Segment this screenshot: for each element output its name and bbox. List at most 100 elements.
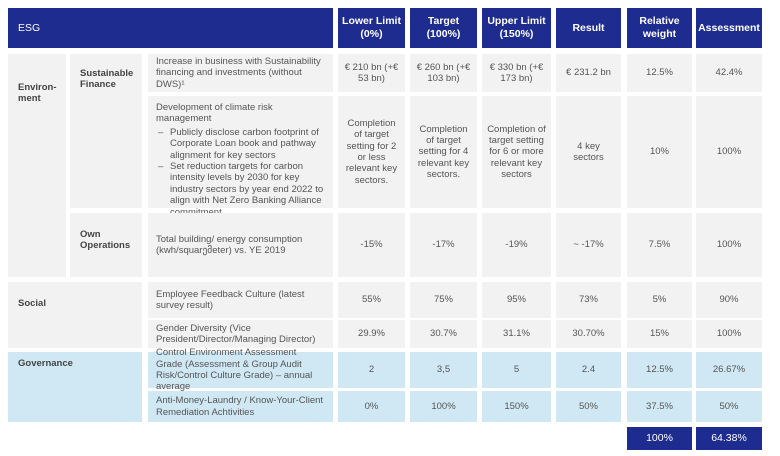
value-text: 100%: [716, 328, 742, 340]
value-text: 5: [513, 364, 520, 376]
value-text: 90%: [719, 294, 739, 306]
description: Development of climate risk managementPu…: [148, 96, 333, 218]
value: Completion of target setting for 6 or mo…: [482, 96, 551, 208]
total-weight-text: 100%: [646, 432, 673, 445]
value: 29.9%: [338, 320, 405, 348]
value-text: 95%: [506, 294, 526, 306]
value: 2: [338, 352, 405, 388]
value-text: -17%: [432, 239, 455, 251]
total-assessment: 64.38%: [696, 427, 762, 450]
description: Anti-Money-Laundry / Know-Your-Client Re…: [148, 391, 333, 422]
value: 50%: [556, 391, 621, 422]
header-title-text: ESG: [18, 21, 41, 34]
value: 30.7%: [410, 320, 477, 348]
value: -15%: [338, 213, 405, 277]
value-text: Completion of target setting for 2 or le…: [345, 117, 398, 186]
subcategory: Sustainable Finance: [70, 54, 142, 208]
value: 73%: [556, 282, 621, 318]
value: 100%: [410, 391, 477, 422]
value: 100%: [696, 96, 762, 208]
header-title: ESG: [8, 8, 333, 48]
value-text: 26.67%: [712, 364, 746, 376]
value: -17%: [410, 213, 477, 277]
value: 150%: [482, 391, 551, 422]
bullet: Publicly disclose carbon footprint of Co…: [156, 127, 325, 161]
value: 4 key sectors: [556, 96, 621, 208]
description: Employee Feedback Culture (latest survey…: [148, 282, 333, 318]
value: 100%: [696, 320, 762, 348]
value-text: -15%: [360, 239, 383, 251]
column-header: Target (100%): [410, 8, 477, 48]
total-weight: 100%: [627, 427, 692, 450]
description: Total building/ energy consumption (kwh/…: [148, 213, 333, 277]
description: Increase in business with Sustainability…: [148, 54, 333, 92]
value-text: 10%: [649, 146, 669, 158]
value: 15%: [627, 320, 692, 348]
description: Gender Diversity (Vice President/Directo…: [148, 320, 333, 348]
value-text: 50%: [719, 400, 739, 412]
value: € 330 bn (+€ 173 bn): [482, 54, 551, 92]
value: Completion of target setting for 2 or le…: [338, 96, 405, 208]
description-text: Total building/ energy consumption (kwh/…: [156, 233, 303, 256]
value-text: Completion of target setting for 6 or mo…: [487, 123, 546, 181]
value-text: 100%: [716, 146, 742, 158]
value-text: 55%: [361, 294, 381, 306]
value-text: 29.9%: [358, 328, 385, 340]
value-text: € 210 bn (+€ 53 bn): [344, 61, 399, 84]
value-text: 5%: [652, 294, 667, 306]
value-text: 31.1%: [503, 328, 530, 340]
value: € 260 bn (+€ 103 bn): [410, 54, 477, 92]
category: Social: [8, 282, 142, 348]
value-text: 0%: [364, 400, 379, 412]
value: 10%: [627, 96, 692, 208]
column-header-text: Result: [572, 21, 605, 34]
value-text: 100%: [431, 400, 456, 412]
value: 31.1%: [482, 320, 551, 348]
value: 55%: [338, 282, 405, 318]
category-text: Environ-ment: [18, 82, 57, 105]
column-header: Upper Limit (150%): [482, 8, 551, 48]
value: € 210 bn (+€ 53 bn): [338, 54, 405, 92]
value: 30.70%: [556, 320, 621, 348]
description-text: Employee Feedback Culture (latest survey…: [156, 288, 305, 311]
value: ~ -17%: [556, 213, 621, 277]
value: -19%: [482, 213, 551, 277]
value: 90%: [696, 282, 762, 318]
value: 5%: [627, 282, 692, 318]
value-text: Completion of target setting for 4 relev…: [417, 123, 470, 181]
value-text: € 330 bn (+€ 173 bn): [489, 61, 544, 84]
subcategory: Own Operations: [70, 213, 142, 277]
column-header: Relative weight: [627, 8, 692, 48]
value: 3,5: [410, 352, 477, 388]
category: Environ-ment: [8, 54, 66, 277]
value: 95%: [482, 282, 551, 318]
column-header-text: Assessment: [698, 21, 760, 34]
value-text: 50%: [578, 400, 598, 412]
value: 26.67%: [696, 352, 762, 388]
column-header: Assessment: [696, 8, 762, 48]
value: 42.4%: [696, 54, 762, 92]
value-text: 42.4%: [715, 67, 743, 79]
value-text: 75%: [433, 294, 453, 306]
value-text: 2: [368, 364, 375, 376]
value-text: 7.5%: [648, 239, 671, 251]
description-text: Anti-Money-Laundry / Know-Your-Client Re…: [156, 395, 324, 418]
subcategory-text: Own Operations: [80, 229, 131, 252]
value: € 231.2 bn: [556, 54, 621, 92]
category-text: Social: [18, 298, 46, 309]
category-text: Governance: [18, 358, 73, 369]
value-text: 37.5%: [646, 400, 673, 412]
value-text: 30.70%: [572, 328, 605, 340]
column-header-text: Lower Limit (0%): [342, 15, 401, 40]
value: 12.5%: [627, 54, 692, 92]
column-header: Result: [556, 8, 621, 48]
value-text: 2.4: [581, 364, 596, 376]
value-text: 30.7%: [430, 328, 457, 340]
value: Completion of target setting for 4 relev…: [410, 96, 477, 208]
value-text: 73%: [578, 294, 598, 306]
value-text: € 231.2 bn: [566, 67, 611, 79]
value-text: 100%: [716, 239, 742, 251]
description-text: Control Environment Assessment Grade (As…: [156, 347, 313, 393]
value: 75%: [410, 282, 477, 318]
